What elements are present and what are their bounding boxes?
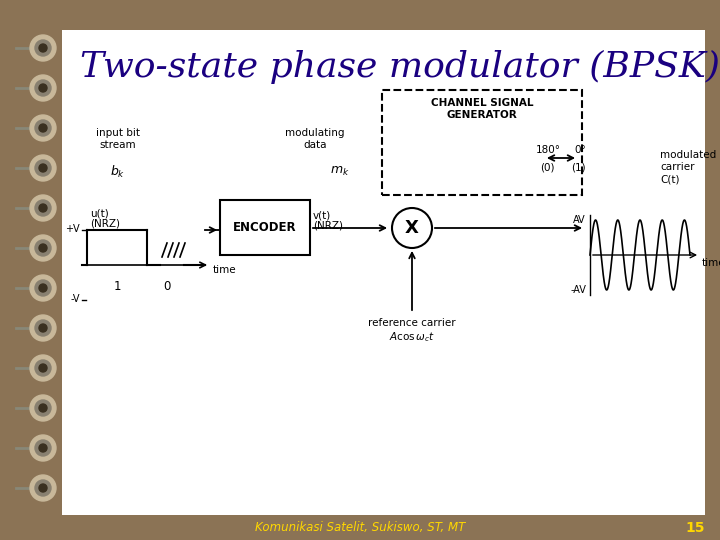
Text: reference carrier
$A\cos\omega_c t$: reference carrier $A\cos\omega_c t$ bbox=[368, 318, 456, 344]
Text: (NRZ): (NRZ) bbox=[313, 221, 343, 231]
Text: Komunikasi Satelit, Sukiswo, ST, MT: Komunikasi Satelit, Sukiswo, ST, MT bbox=[255, 522, 465, 535]
Text: input bit
stream: input bit stream bbox=[96, 127, 140, 150]
Text: $b_k$: $b_k$ bbox=[110, 164, 126, 180]
Circle shape bbox=[35, 320, 51, 336]
Circle shape bbox=[39, 404, 47, 412]
Circle shape bbox=[30, 315, 56, 341]
Circle shape bbox=[35, 200, 51, 216]
Circle shape bbox=[35, 80, 51, 96]
Circle shape bbox=[30, 275, 56, 301]
Text: AV: AV bbox=[573, 215, 586, 225]
Circle shape bbox=[30, 235, 56, 261]
Circle shape bbox=[35, 280, 51, 296]
Circle shape bbox=[39, 284, 47, 292]
Text: time: time bbox=[213, 265, 237, 275]
Text: 1: 1 bbox=[113, 280, 121, 293]
Circle shape bbox=[35, 160, 51, 176]
Circle shape bbox=[35, 400, 51, 416]
Circle shape bbox=[30, 75, 56, 101]
Circle shape bbox=[35, 240, 51, 256]
Bar bbox=[62, 30, 705, 525]
Text: 180°: 180° bbox=[536, 145, 560, 155]
Circle shape bbox=[392, 208, 432, 248]
Circle shape bbox=[30, 195, 56, 221]
Text: time: time bbox=[702, 258, 720, 268]
Circle shape bbox=[35, 120, 51, 136]
Circle shape bbox=[30, 435, 56, 461]
Circle shape bbox=[39, 324, 47, 332]
Text: X: X bbox=[405, 219, 419, 237]
Circle shape bbox=[39, 204, 47, 212]
Circle shape bbox=[39, 164, 47, 172]
Bar bbox=[382, 90, 582, 195]
Text: modulated
carrier
C(t): modulated carrier C(t) bbox=[660, 150, 716, 185]
Circle shape bbox=[39, 84, 47, 92]
Circle shape bbox=[35, 440, 51, 456]
Text: v(t): v(t) bbox=[313, 210, 331, 220]
Circle shape bbox=[39, 44, 47, 52]
Text: 0: 0 bbox=[163, 280, 171, 293]
Circle shape bbox=[39, 364, 47, 372]
Text: -V: -V bbox=[71, 294, 80, 304]
Circle shape bbox=[30, 355, 56, 381]
Circle shape bbox=[30, 155, 56, 181]
Text: CHANNEL SIGNAL
GENERATOR: CHANNEL SIGNAL GENERATOR bbox=[431, 98, 534, 120]
Text: (0): (0) bbox=[540, 163, 554, 173]
Text: (NRZ): (NRZ) bbox=[90, 219, 120, 229]
Circle shape bbox=[30, 35, 56, 61]
Circle shape bbox=[30, 115, 56, 141]
Circle shape bbox=[39, 244, 47, 252]
Text: -AV: -AV bbox=[570, 285, 586, 295]
Circle shape bbox=[35, 480, 51, 496]
Text: Two-state phase modulator (BPSK): Two-state phase modulator (BPSK) bbox=[80, 50, 720, 84]
Circle shape bbox=[39, 444, 47, 452]
Text: ENCODER: ENCODER bbox=[233, 221, 297, 234]
Text: u(t): u(t) bbox=[90, 208, 109, 218]
Text: +V: +V bbox=[66, 224, 80, 234]
Circle shape bbox=[35, 360, 51, 376]
Circle shape bbox=[39, 124, 47, 132]
Circle shape bbox=[30, 395, 56, 421]
Bar bbox=[0, 515, 720, 540]
Circle shape bbox=[30, 475, 56, 501]
Circle shape bbox=[39, 484, 47, 492]
Bar bbox=[220, 200, 310, 255]
Text: 15: 15 bbox=[685, 521, 705, 535]
Text: $m_k$: $m_k$ bbox=[330, 165, 349, 178]
Text: 0°: 0° bbox=[574, 145, 586, 155]
Text: modulating
data: modulating data bbox=[285, 127, 345, 150]
Circle shape bbox=[35, 40, 51, 56]
Text: (1): (1) bbox=[571, 163, 585, 173]
